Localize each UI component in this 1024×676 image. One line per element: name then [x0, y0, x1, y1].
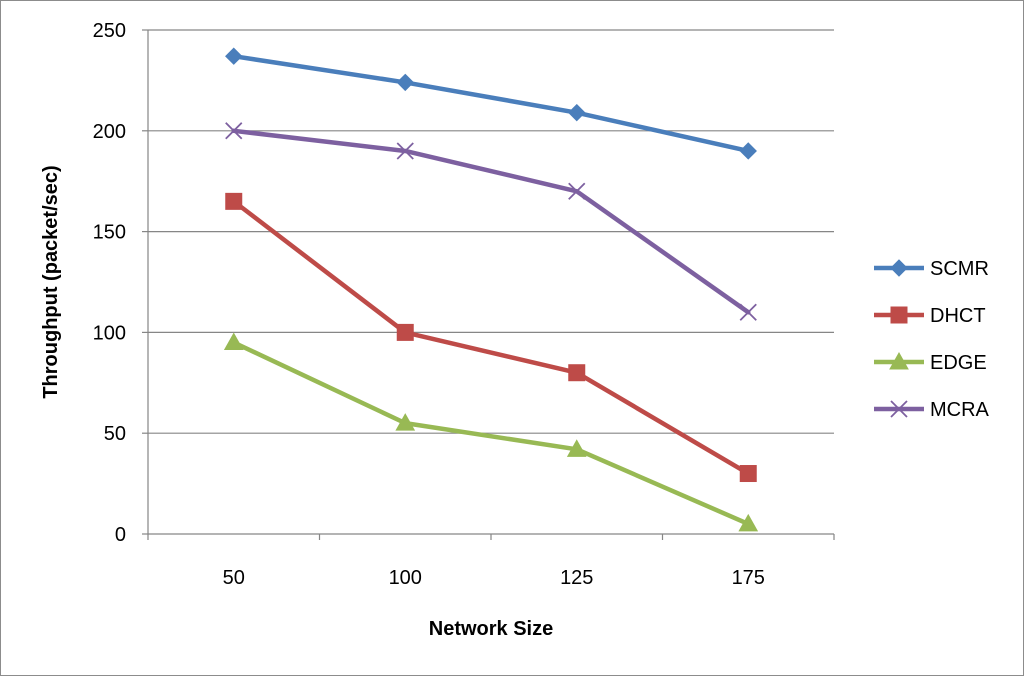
y-tick-label: 50	[104, 423, 126, 445]
series-line-mcra	[231, 128, 751, 315]
data-point-mcra	[396, 142, 414, 160]
x-tick-label: 125	[560, 567, 593, 589]
series-line-dhct	[231, 199, 751, 476]
legend-label: MCRA	[930, 399, 990, 421]
series-mcra	[225, 122, 757, 321]
data-point-dhct	[568, 364, 586, 382]
y-tick-label: 250	[93, 20, 126, 42]
legend-marker	[890, 259, 908, 277]
series-lines	[223, 47, 759, 532]
y-tick-label: 100	[93, 322, 126, 344]
x-tick-label: 50	[223, 567, 245, 589]
legend: SCMR DHCT EDGE MCRA	[874, 258, 990, 421]
series-scmr	[225, 47, 757, 160]
data-point-edge	[566, 439, 587, 457]
x-axis-title: Network Size	[429, 618, 553, 640]
series-edge	[223, 332, 759, 532]
data-point-scmr	[568, 103, 586, 122]
x-tick-label: 175	[732, 567, 765, 589]
legend-label: DHCT	[930, 305, 986, 327]
legend-marker	[890, 306, 908, 324]
data-point-mcra	[739, 303, 757, 321]
legend-item-edge: EDGE	[874, 351, 987, 374]
data-point-mcra	[225, 122, 243, 140]
legend-label: SCMR	[930, 258, 989, 280]
data-point-scmr	[396, 73, 414, 92]
y-tick-label: 0	[115, 524, 126, 546]
data-point-edge	[738, 513, 759, 532]
series-dhct	[225, 192, 757, 483]
axes	[142, 29, 835, 540]
y-tick-labels: 0 50 100 150 200 250	[93, 20, 126, 546]
data-point-edge	[223, 332, 244, 350]
series-line-scmr	[231, 53, 751, 154]
legend-item-mcra: MCRA	[874, 399, 990, 421]
grid-lines	[148, 29, 834, 434]
x-tick-label: 100	[389, 567, 422, 589]
legend-label: EDGE	[930, 352, 987, 374]
data-point-scmr	[225, 47, 243, 65]
data-point-mcra	[568, 182, 586, 200]
y-tick-label: 200	[93, 121, 126, 143]
data-point-edge	[395, 413, 416, 431]
data-point-scmr	[739, 142, 757, 160]
data-point-dhct	[396, 323, 414, 341]
legend-marker	[889, 351, 909, 370]
y-tick-label: 150	[93, 222, 126, 244]
series-line-edge	[231, 340, 751, 527]
data-point-dhct	[225, 192, 243, 210]
legend-item-scmr: SCMR	[874, 258, 989, 280]
data-point-dhct	[739, 465, 757, 483]
legend-marker	[890, 400, 908, 418]
x-tick-labels: 50 100 125 175	[223, 567, 765, 589]
legend-item-dhct: DHCT	[874, 305, 986, 327]
y-axis-title: Throughput (packet/sec)	[40, 165, 62, 398]
